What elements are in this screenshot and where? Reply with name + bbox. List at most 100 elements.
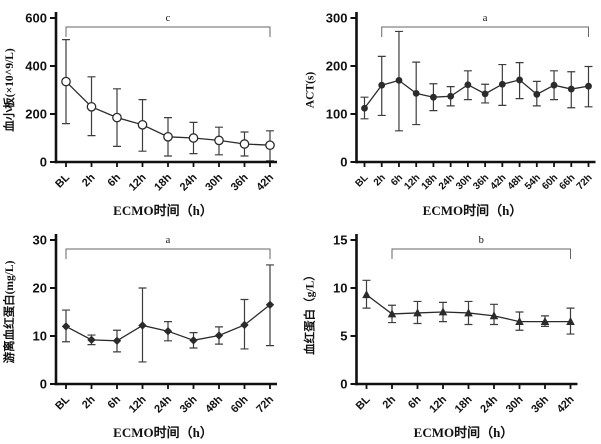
x-tick-label: 36h [529,393,551,415]
data-point-72h [585,82,592,90]
x-tick-label: 18h [453,393,475,415]
panel-platelet: c 0 200 400 600 BL 2h 6h 12h 18h 24h 30h 36h 42h 血小板(×… [0,0,300,222]
x-tick-label: 30h [504,393,526,415]
x-tick-label: 2h [372,172,388,188]
y-tick-label: 15 [333,233,347,248]
data-point-30h [515,317,524,325]
data-point-6h [112,336,122,345]
data-point-30h [214,135,224,146]
x-tick-label: 6h [106,171,124,189]
data-point-12h [438,307,448,316]
x-tick-label: 42h [254,171,276,193]
data-point-6h [112,112,122,123]
x-tick-label: 30h [454,172,474,192]
x-tick-label: 2h [381,393,399,411]
data-point-36h [189,336,198,345]
x-tick-label: 12h [427,393,449,415]
x-tick-label: 18h [420,172,440,192]
panel-free-hemoglobin: a 0 10 20 30 BL 2h 6h 12h 24h 36h 48h 60h 72h 游离血红蛋白(m… [0,222,300,444]
data-point-36h [239,139,250,149]
y-tick-label: 200 [25,107,47,122]
x-tick-label: 42h [489,172,509,192]
significance-bracket [65,26,271,37]
x-tick-label: 24h [152,393,174,415]
data-point-54h [533,90,541,98]
significance-letter: b [479,235,484,246]
x-tick-label: 60h [540,172,560,192]
data-point-24h [489,311,499,320]
y-axis-title: 血红蛋白（g/L） [303,269,317,355]
x-tick-label: BL [53,393,72,412]
x-tick-label: 36h [229,171,251,193]
panel-hemoglobin: b 0 5 10 15 BL 2h 6h 12h 18h 24h 30h 36h 42h 血红蛋白（g/L）… [300,222,601,444]
y-axis-title: 游离血红蛋白(mg/L) [2,260,16,363]
data-point-42h [498,80,506,88]
significance-letter: c [166,13,171,24]
data-point-12h [138,321,147,330]
y-tick-label: 100 [326,107,348,122]
x-tick-label: 12h [127,393,149,415]
data-point-66h [567,85,575,93]
x-tick-label: 66h [557,172,577,192]
y-tick-label: 10 [33,329,47,344]
data-point-2h [87,335,96,345]
x-tick-label: 24h [478,393,500,415]
significance-bracket [391,248,571,259]
data-point-48h [214,331,224,340]
x-tick-label: 12h [402,172,422,192]
x-tick-label: 2h [80,171,98,189]
data-point-6h [413,308,422,317]
data-point-48h [516,76,523,84]
x-tick-label: 72h [575,172,595,192]
x-tick-label: BL [53,171,72,190]
data-point-2h [387,309,397,318]
x-tick-label: 24h [437,172,457,192]
y-tick-label: 400 [25,59,47,74]
panel-act: a 0 100 200 300 BL 2h 6h 12h 18h 24h 30h 36h 42h 48h 54… [300,0,601,222]
significance-bracket [65,248,271,259]
x-tick-label: 60h [229,393,251,415]
data-point-2h [86,101,97,112]
x-tick-label: 36h [178,393,200,415]
data-point-36h [481,90,489,98]
data-point-18h [163,131,173,142]
y-axis-title: 血小板(×10^9/L) [2,48,16,132]
x-tick-label: 42h [555,393,577,415]
x-tick-label: 54h [523,172,543,192]
x-tick-label: 72h [254,393,276,415]
data-point-60h [550,81,558,89]
data-point-2h [378,81,386,89]
y-tick-label: 200 [326,59,348,74]
chart-hemoglobin: b 0 5 10 15 BL 2h 6h 12h 18h 24h 30h 36h 42h 血红蛋白（g/L）… [303,233,578,440]
x-tick-label: 24h [178,171,200,193]
x-axis-title: ECMO时间（h） [414,425,514,440]
x-tick-label: 48h [506,172,526,192]
data-point-36h [540,317,550,325]
data-point-72h [265,300,275,309]
significance-letter: a [483,13,488,24]
y-tick-label: 0 [340,377,347,392]
data-point-24h [447,92,455,100]
data-point-12h [137,119,148,130]
x-tick-label: BL [353,172,370,189]
x-axis-title: ECMO时间（h） [113,425,213,440]
data-point-12h [412,89,420,97]
x-tick-label: 18h [152,171,174,193]
y-tick-label: 0 [40,377,47,392]
significance-bracket [381,26,589,37]
data-point-24h [163,327,173,336]
data-point-60h [240,320,249,330]
x-tick-label: BL [354,393,373,412]
data-point-BL [61,322,71,331]
x-tick-label: 30h [203,171,225,193]
x-tick-label: 36h [471,172,491,192]
y-axis-title: ACT(s) [305,72,317,109]
y-tick-label: 0 [40,155,47,170]
y-tick-label: 20 [33,281,47,296]
data-point-18h [430,93,437,101]
data-point-24h [188,133,199,143]
data-point-BL [61,76,71,87]
chart-platelet: c 0 200 400 600 BL 2h 6h 12h 18h 24h 30h 36h 42h 血小板(×… [2,11,277,218]
x-tick-label: 6h [406,393,424,411]
